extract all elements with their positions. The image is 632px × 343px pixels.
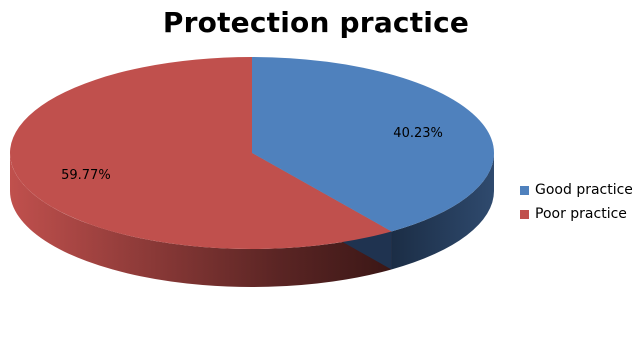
legend-label-poor-practice: Poor practice	[535, 206, 627, 222]
legend-item-good-practice: Good practice	[520, 178, 632, 202]
pie-side-poor-practice	[10, 153, 392, 287]
pie-side-good-practice	[391, 153, 494, 270]
data-label-poor-practice: 59.77%	[61, 168, 111, 183]
legend-label-good-practice: Good practice	[535, 182, 632, 198]
legend: Good practice Poor practice	[520, 178, 632, 226]
legend-swatch-poor-practice	[520, 209, 529, 219]
data-label-good-practice: 40.23%	[393, 126, 443, 141]
pie-slice-poor-practice	[10, 57, 392, 249]
chart-title: Protection practice	[162, 6, 470, 39]
legend-item-poor-practice: Poor practice	[520, 202, 632, 226]
legend-swatch-good-practice	[520, 185, 529, 195]
pie-tops	[10, 57, 494, 249]
pie-slice-good-practice	[252, 57, 494, 232]
pie-data-labels: 40.23% 59.77%	[61, 126, 443, 183]
